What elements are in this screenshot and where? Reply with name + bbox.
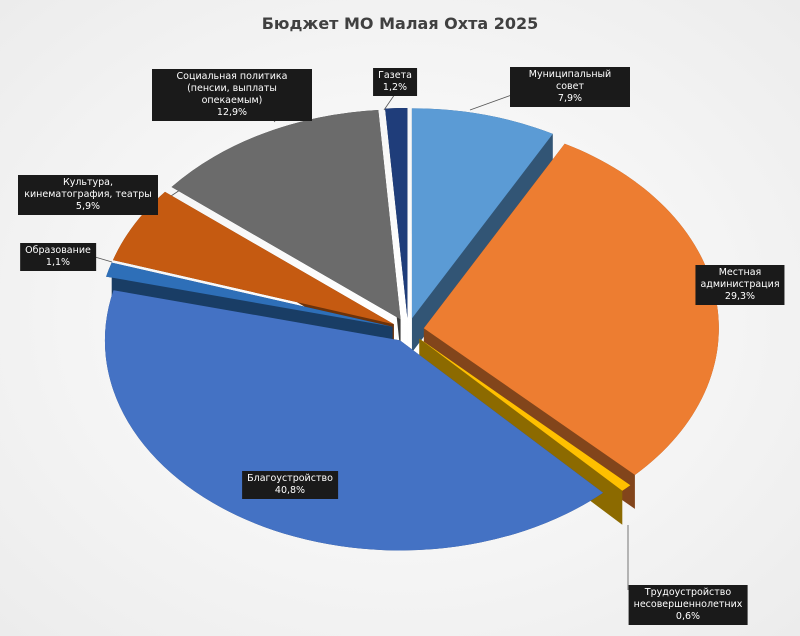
- label-value: 1,1%: [45, 257, 71, 268]
- label-value: 40,8%: [274, 485, 306, 496]
- slice: [411, 108, 553, 319]
- data-label: Культура, кинематография, театры 5,9%: [18, 175, 158, 215]
- label-name: Благоустройство: [247, 473, 333, 484]
- slice: [385, 107, 408, 319]
- data-label: Благоустройство 40,8%: [242, 471, 338, 499]
- label-name: Муниципальный совет: [528, 69, 612, 92]
- label-value: 29,3%: [724, 291, 756, 302]
- slices: [104, 107, 719, 585]
- data-label: Образование 1,1%: [20, 243, 96, 271]
- data-label: Трудоустройство несовершеннолетних 0,6%: [628, 585, 748, 625]
- label-value: 5,9%: [75, 201, 101, 212]
- label-value: 0,6%: [675, 611, 701, 622]
- data-label: Местная администрация 29,3%: [695, 265, 785, 305]
- data-label: Социальная политика (пенсии, выплаты опе…: [152, 69, 312, 121]
- leader-line: [94, 256, 113, 263]
- label-name: Газета: [378, 70, 412, 81]
- label-value: 7,9%: [557, 93, 583, 104]
- data-label: Муниципальный совет 7,9%: [510, 67, 630, 107]
- label-name: Социальная политика (пенсии, выплаты опе…: [176, 71, 288, 106]
- slice: [104, 290, 604, 551]
- slice: [423, 143, 719, 475]
- slice: [106, 262, 393, 327]
- label-value: 12,9%: [216, 107, 248, 118]
- chart-title: Бюджет МО Малая Охта 2025: [261, 14, 539, 33]
- slice: [171, 110, 401, 320]
- leader-line: [383, 93, 396, 111]
- slice: [113, 191, 394, 325]
- label-name: Местная администрация: [700, 267, 780, 290]
- slice: [419, 338, 631, 491]
- label-value: 1,2%: [382, 82, 408, 93]
- label-name: Культура, кинематография, театры: [24, 177, 152, 200]
- data-label: Газета 1,2%: [373, 68, 417, 96]
- label-name: Трудоустройство несовершеннолетних: [633, 587, 743, 610]
- label-name: Образование: [25, 245, 91, 256]
